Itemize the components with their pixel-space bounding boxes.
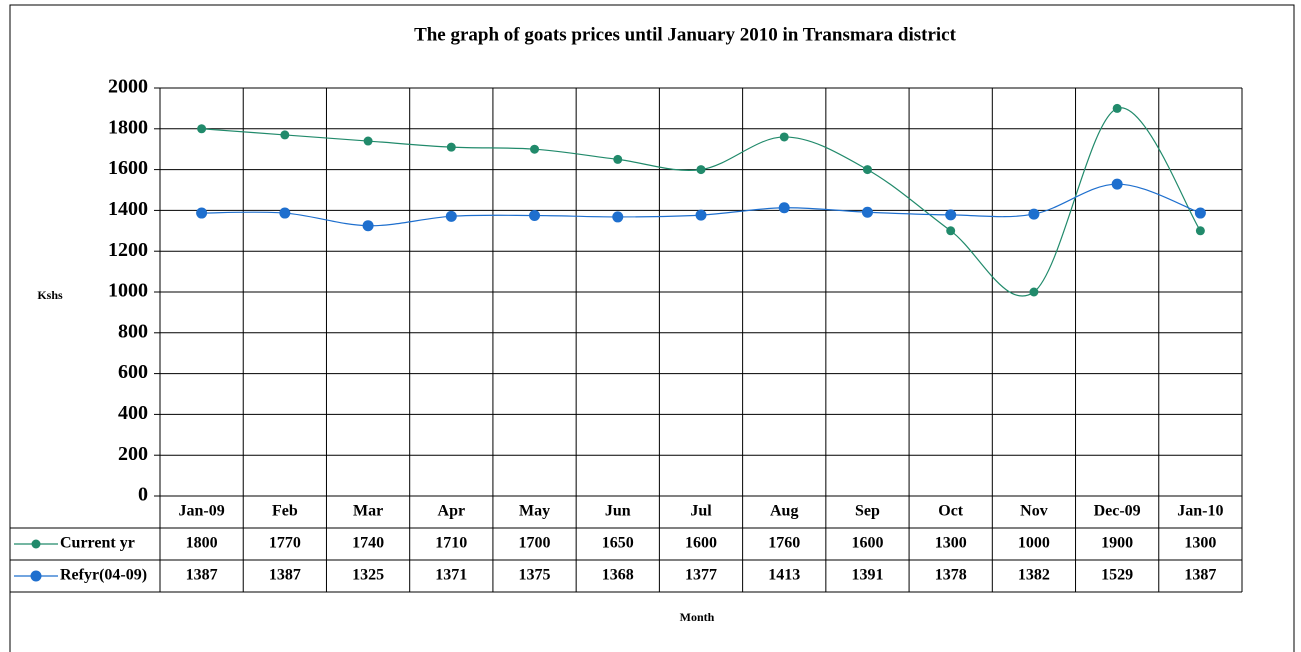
point (1194, 207, 1206, 219)
point (612, 211, 624, 223)
table-value: 1377 (685, 567, 717, 584)
table-value: 1710 (435, 535, 467, 552)
table-value: 1650 (602, 535, 634, 552)
point (946, 226, 956, 236)
x-tick-label: Apr (438, 503, 466, 520)
x-tick-label: Feb (272, 503, 298, 520)
table-value: 1770 (269, 535, 301, 552)
x-tick-label: Jun (605, 503, 631, 520)
table-value: 1000 (1018, 535, 1050, 552)
table-value: 1387 (1184, 567, 1216, 584)
x-tick-label: Oct (938, 503, 964, 520)
point (695, 209, 707, 221)
table-value: 1378 (935, 567, 967, 584)
y-tick-label: 200 (118, 443, 148, 465)
table-value: 1387 (269, 567, 301, 584)
table-value: 1413 (768, 567, 800, 584)
point (196, 207, 208, 219)
legend-marker (30, 570, 42, 582)
chart-frame (9, 4, 1295, 652)
point (362, 220, 374, 232)
point (1029, 287, 1039, 297)
point (445, 210, 457, 222)
point (613, 154, 623, 164)
point (280, 130, 290, 140)
table-value: 1529 (1101, 567, 1133, 584)
x-tick-label: Dec-09 (1094, 503, 1141, 520)
x-tick-label: Jul (690, 503, 712, 520)
chart-title: The graph of goats prices until January … (414, 24, 957, 45)
point (1028, 208, 1040, 220)
point (1195, 226, 1205, 236)
point (862, 165, 872, 175)
y-tick-label: 0 (138, 484, 148, 506)
point (945, 209, 957, 221)
point (779, 132, 789, 142)
y-tick-label: 1200 (108, 239, 148, 261)
y-tick-label: 1800 (108, 116, 148, 138)
table-value: 1760 (768, 535, 800, 552)
table-value: 1368 (602, 567, 634, 584)
table-value: 1600 (685, 535, 717, 552)
table-value: 1600 (851, 535, 883, 552)
point (363, 136, 373, 146)
table-value: 1740 (352, 535, 384, 552)
x-tick-label: Jan-10 (1177, 503, 1223, 520)
point (696, 165, 706, 175)
table-value: 1387 (186, 567, 218, 584)
table-value: 1300 (1184, 535, 1216, 552)
point (1111, 178, 1123, 190)
y-tick-label: 2000 (108, 76, 148, 98)
table-value: 1300 (935, 535, 967, 552)
y-tick-label: 1400 (108, 198, 148, 220)
y-tick-label: 1600 (108, 157, 148, 179)
table-value: 1325 (352, 567, 384, 584)
legend-label: Refyr(04-09) (60, 567, 147, 584)
x-tick-label: Jan-09 (178, 503, 224, 520)
x-tick-label: Nov (1020, 503, 1048, 520)
table-value: 1382 (1018, 567, 1050, 584)
y-tick-label: 400 (118, 402, 148, 424)
legend-label: Current yr (60, 535, 135, 552)
point (446, 142, 456, 152)
table-value: 1800 (186, 535, 218, 552)
x-tick-label: Aug (770, 503, 798, 520)
series-line (201, 107, 1201, 297)
table-value: 1900 (1101, 535, 1133, 552)
point (279, 207, 291, 219)
legend-marker (31, 539, 41, 549)
y-axis-label: Kshs (37, 288, 63, 302)
point (1112, 103, 1122, 113)
table-value: 1371 (435, 567, 467, 584)
x-tick-label: May (519, 503, 550, 520)
point (778, 202, 790, 214)
x-tick-label: Mar (353, 503, 383, 520)
point (197, 124, 207, 134)
y-tick-label: 600 (118, 361, 148, 383)
table-value: 1375 (519, 567, 551, 584)
table-value: 1391 (851, 567, 883, 584)
point (861, 206, 873, 218)
y-tick-label: 1000 (108, 280, 148, 302)
x-axis-label: Month (680, 610, 715, 624)
point (529, 210, 541, 221)
y-tick-label: 800 (118, 320, 148, 342)
point (530, 144, 540, 154)
table-value: 1700 (519, 535, 551, 552)
x-tick-label: Sep (855, 503, 880, 520)
